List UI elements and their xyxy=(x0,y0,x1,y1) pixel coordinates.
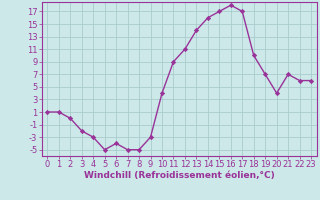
X-axis label: Windchill (Refroidissement éolien,°C): Windchill (Refroidissement éolien,°C) xyxy=(84,171,275,180)
